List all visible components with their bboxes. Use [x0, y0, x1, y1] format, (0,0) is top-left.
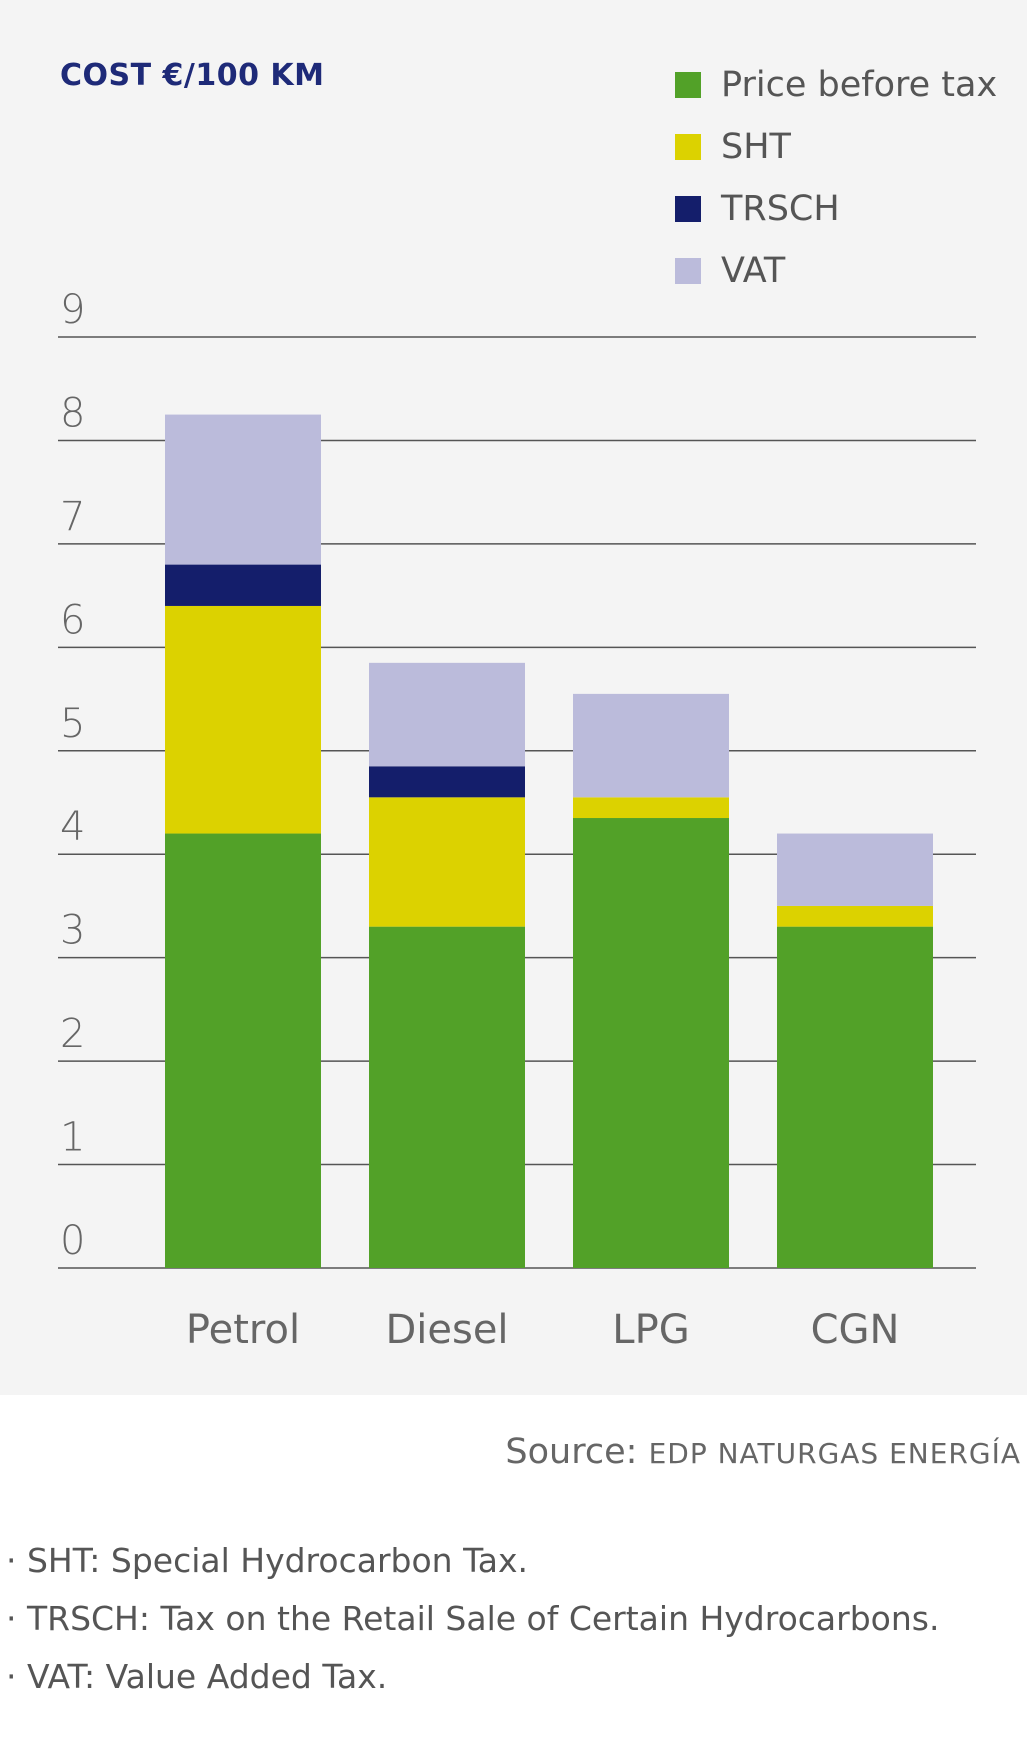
legend-item-sht: SHT — [675, 116, 997, 178]
source-prefix: Source: — [505, 1432, 638, 1472]
bar-lpg-price-before-tax — [573, 818, 729, 1268]
bar-cgn-price-before-tax — [777, 926, 933, 1268]
category-label-cgn: CGN — [811, 1307, 900, 1353]
bar-lpg-vat — [573, 693, 729, 798]
category-label-diesel: Diesel — [385, 1307, 508, 1353]
bar-diesel-sht — [369, 797, 525, 927]
legend-swatch-sht — [675, 134, 701, 160]
y-tick-label-3: 3 — [60, 908, 85, 954]
footnote-sht: · SHT: Special Hydrocarbon Tax. — [6, 1541, 529, 1580]
legend-item-vat: VAT — [675, 240, 997, 302]
bar-petrol-sht — [165, 605, 321, 834]
legend-swatch-trsch — [675, 196, 701, 222]
category-label-lpg: LPG — [612, 1307, 689, 1353]
legend-label-vat: VAT — [721, 251, 786, 291]
legend-label-price-before-tax: Price before tax — [721, 65, 998, 105]
chart-panel: COST €/100 KM Price before tax SHT TRSCH… — [0, 0, 1027, 1395]
legend-item-trsch: TRSCH — [675, 178, 997, 240]
legend-swatch-price-before-tax — [675, 72, 701, 98]
y-tick-label-9: 9 — [60, 287, 85, 333]
bar-diesel-vat — [369, 662, 525, 767]
y-tick-label-4: 4 — [60, 804, 85, 850]
category-labels: Petrol Diesel LPG CGN — [186, 1307, 900, 1353]
bar-cgn-vat — [777, 833, 933, 906]
bar-petrol-vat — [165, 414, 321, 565]
y-tick-label-5: 5 — [60, 701, 85, 747]
y-tick-labels: 0 1 2 3 4 5 6 7 8 9 — [60, 287, 85, 1264]
legend-item-price-before-tax: Price before tax — [675, 54, 997, 116]
legend-swatch-vat — [675, 258, 701, 284]
legend-label-trsch: TRSCH — [721, 189, 840, 229]
footnote-vat: · VAT: Value Added Tax. — [6, 1657, 388, 1696]
y-tick-label-8: 8 — [60, 390, 85, 436]
chart-title: COST €/100 KM — [60, 58, 325, 93]
y-tick-label-2: 2 — [60, 1011, 85, 1057]
bar-diesel-trsch — [369, 766, 525, 798]
legend-label-sht: SHT — [721, 127, 791, 167]
source-line: Source: EDP NATURGAS ENERGÍA — [505, 1432, 1021, 1472]
y-tick-label-6: 6 — [60, 597, 85, 643]
bars — [165, 414, 933, 1268]
source-organization: EDP NATURGAS ENERGÍA — [648, 1437, 1021, 1470]
footnote-trsch: · TRSCH: Tax on the Retail Sale of Certa… — [6, 1599, 940, 1638]
category-label-petrol: Petrol — [186, 1307, 300, 1353]
bar-diesel-price-before-tax — [369, 926, 525, 1268]
bar-cgn-sht — [777, 905, 933, 927]
bar-petrol-price-before-tax — [165, 833, 321, 1268]
footnotes: · SHT: Special Hydrocarbon Tax. · TRSCH:… — [6, 1532, 939, 1706]
y-tick-label-1: 1 — [60, 1115, 85, 1161]
bar-petrol-trsch — [165, 564, 321, 606]
y-tick-label-7: 7 — [60, 494, 85, 540]
stacked-bar-plot: 0 1 2 3 4 5 6 7 8 9 Petrol Diesel LPG CGN — [58, 287, 976, 1353]
legend: Price before tax SHT TRSCH VAT — [675, 54, 997, 302]
y-tick-label-0: 0 — [60, 1218, 85, 1264]
bar-lpg-sht — [573, 797, 729, 819]
